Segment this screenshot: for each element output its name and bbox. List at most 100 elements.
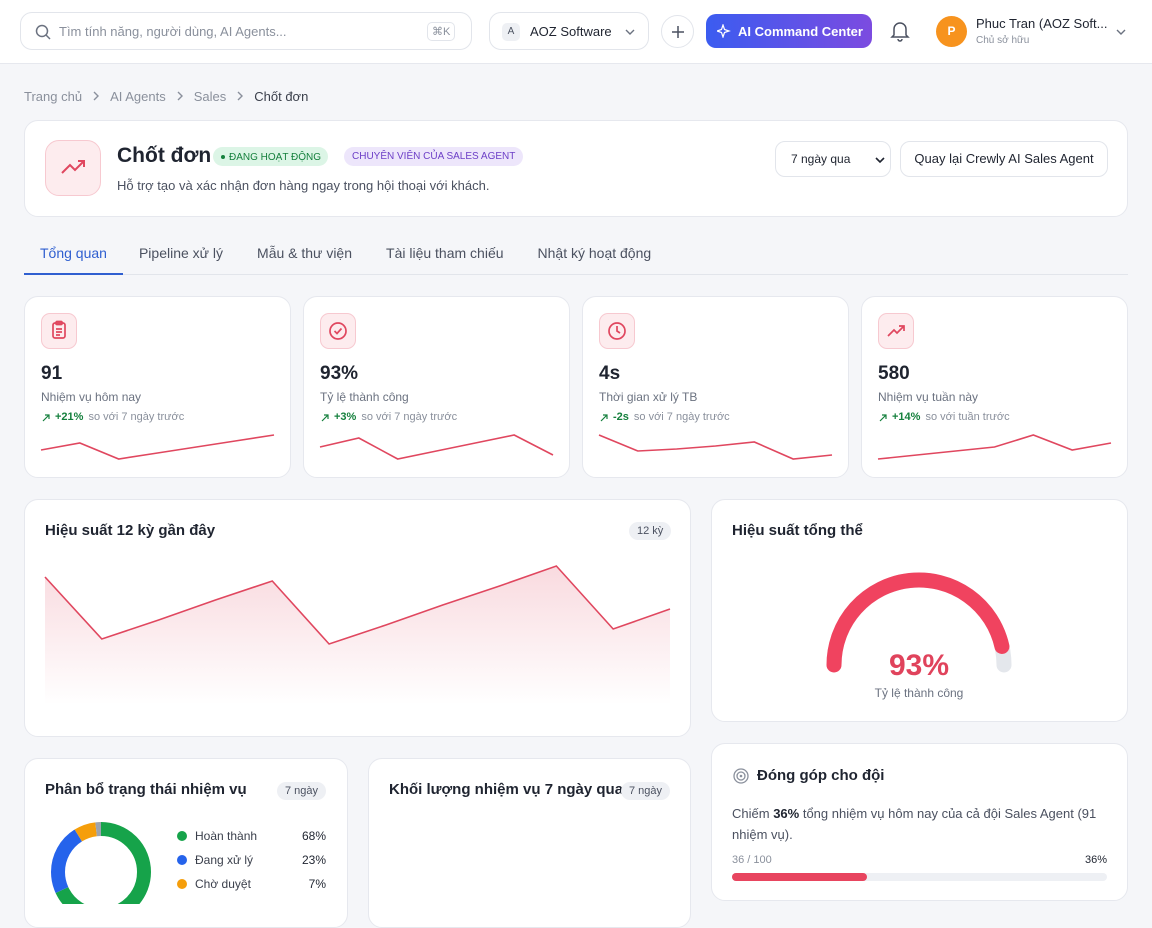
- shortcut: ⌘K: [427, 22, 456, 41]
- period-label: 7 ngày qua: [791, 152, 851, 166]
- breadcrumb: Trang chủ AI Agents Sales Chốt đơn: [24, 89, 308, 104]
- tab[interactable]: Nhật ký hoạt động: [537, 245, 652, 261]
- header-card: Chốt đơn ĐANG HOẠT ĐỘNG CHUYÊN VIÊN CỦA …: [24, 120, 1128, 217]
- breadcrumb-separator: [166, 89, 194, 103]
- chevron-right: [93, 91, 100, 101]
- card-title: Đóng góp cho đội: [757, 767, 885, 784]
- status-text: ĐANG HOẠT ĐỘNG: [229, 152, 322, 163]
- status-badge: ĐANG HOẠT ĐỘNG: [213, 147, 329, 166]
- command-label: AI Command Center: [738, 24, 863, 39]
- stat-card: 580 Nhiệm vụ tuần này +14% so với tuần trướ…: [861, 296, 1128, 478]
- card-title: Hiệu suất 12 kỳ gần đây: [45, 522, 216, 539]
- tabs: Tổng quan Pipeline xử lý Mẫu & thư viện Tài…: [24, 240, 669, 275]
- add-button[interactable]: [661, 15, 694, 48]
- user-name: Phuc Tran (AOZ Soft...: [976, 16, 1108, 31]
- org-initial: A: [502, 23, 520, 41]
- stat-card: 93% Tỷ lệ thành công +3% so với 7 ngày trướ…: [303, 296, 570, 478]
- stat-icon: [41, 313, 77, 349]
- period-select[interactable]: 7 ngày qua: [775, 141, 891, 177]
- volume-card: Khối lượng nhiệm vụ 7 ngày qua 7 ngày: [368, 758, 691, 928]
- stat-change-row: +21% so với 7 ngày trước: [41, 411, 184, 423]
- icon: [329, 322, 347, 340]
- tab-divider: [24, 274, 1128, 275]
- icon: [52, 320, 66, 339]
- command-button[interactable]: AI Command Center: [706, 14, 872, 48]
- tab[interactable]: Tài liệu tham chiếu: [386, 245, 504, 261]
- page: Tìm tính năng, người dùng, AI Agents... …: [0, 12, 1152, 928]
- card-title: Khối lượng nhiệm vụ 7 ngày qua: [389, 781, 624, 798]
- breadcrumb-item[interactable]: Trang chủ: [24, 89, 83, 104]
- stat-value: 93%: [320, 363, 359, 384]
- chevron: [875, 157, 885, 164]
- target-icon: [733, 768, 749, 784]
- stat-value: 580: [878, 363, 910, 384]
- page-description: Hỗ trợ tạo và xác nhận đơn hàng ngay tro…: [117, 178, 490, 193]
- back-button[interactable]: Quay lại Crewly AI Sales Agent: [900, 141, 1108, 177]
- card-badge: 12 kỳ: [629, 522, 672, 540]
- search-icon: [35, 24, 51, 40]
- role-badge: CHUYÊN VIÊN CỦA SALES AGENT: [344, 147, 524, 166]
- stat-value: 91: [41, 363, 63, 384]
- chevron: [625, 29, 635, 35]
- breadcrumb-separator: [82, 89, 110, 103]
- stat-change: +21%: [55, 411, 84, 423]
- trend-arrow: [600, 414, 608, 422]
- stat-label: Tỷ lệ thành công: [320, 390, 409, 404]
- progress-fill: [732, 873, 867, 881]
- contribution-card: Đóng góp cho đội Chiếm 36% tổng nhiệm vụ…: [711, 743, 1128, 901]
- text-part: Chiếm: [732, 806, 774, 821]
- breadcrumb-item: Chốt đơn: [254, 89, 309, 104]
- stat-comparison: so với 7 ngày trước: [633, 411, 730, 423]
- stat-change: +3%: [334, 411, 357, 423]
- progress-label: 36%: [1084, 854, 1107, 866]
- stat-comparison: so với tuần trước: [925, 411, 1010, 423]
- performance-card: Hiệu suất 12 kỳ gần đây 12 kỳ: [24, 499, 691, 737]
- stat-label: Nhiệm vụ tuần này: [878, 390, 979, 404]
- trend-arrow: [879, 414, 887, 422]
- icon: [608, 322, 626, 340]
- stat-icon: [599, 313, 635, 349]
- search-placeholder: Tìm tính năng, người dùng, AI Agents...: [59, 24, 287, 39]
- breadcrumb-item[interactable]: AI Agents: [110, 89, 166, 104]
- breadcrumb-separator: [226, 89, 254, 103]
- stat-card: 91 Nhiệm vụ hôm nay +21% so với 7 ngày trướ…: [24, 296, 291, 478]
- distribution-card: Phân bổ trạng thái nhiệm vụ 7 ngày: [24, 758, 348, 928]
- stat-change-row: -2s so với 7 ngày trước: [599, 411, 730, 423]
- breadcrumb-item[interactable]: Sales: [193, 89, 227, 104]
- progress-track: [732, 873, 1107, 881]
- stat-label: Nhiệm vụ hôm nay: [41, 390, 142, 404]
- tab[interactable]: Mẫu & thư viện: [257, 245, 353, 261]
- agent-icon: [45, 140, 101, 196]
- icon: [887, 325, 905, 337]
- avatar[interactable]: P: [936, 16, 967, 47]
- org-name: AOZ Software: [530, 24, 612, 39]
- stat-change-row: +14% so với tuần trước: [878, 411, 1010, 423]
- stat-icon: [878, 313, 914, 349]
- bell-icon[interactable]: [889, 20, 911, 42]
- stat-icon: [320, 313, 356, 349]
- page-title: Chốt đơn: [117, 144, 212, 167]
- org-selector[interactable]: A AOZ Software: [489, 12, 649, 50]
- trend-arrow: [321, 414, 329, 422]
- card-badge: 7 ngày: [277, 782, 327, 800]
- card-badge: 7 ngày: [621, 782, 671, 800]
- text-part: tổng nhiệm vụ hôm nay của cả đội Sales A…: [732, 806, 1100, 842]
- search-box[interactable]: Tìm tính năng, người dùng, AI Agents... …: [20, 12, 472, 50]
- status-dot: [221, 155, 225, 159]
- chevron: [1116, 29, 1126, 35]
- contribution-text: Chiếm 36% tổng nhiệm vụ hôm nay của cả đ…: [732, 803, 1107, 845]
- stat-change: -2s: [613, 411, 629, 423]
- tab[interactable]: Tổng quan: [24, 240, 123, 275]
- text-highlight: 36%: [773, 806, 800, 821]
- gauge-card: Hiệu suất tổng thể: [711, 499, 1128, 722]
- stat-comparison: so với 7 ngày trước: [361, 411, 458, 423]
- chevron-right: [237, 91, 244, 101]
- chevron-right: [177, 91, 183, 101]
- card-title: Phân bổ trạng thái nhiệm vụ: [45, 781, 247, 798]
- stat-change: +14%: [892, 411, 921, 423]
- trend-icon: [61, 160, 85, 174]
- tab[interactable]: Pipeline xử lý: [138, 245, 224, 261]
- progress-text: 36 / 100: [732, 854, 772, 866]
- stat-change-row: +3% so với 7 ngày trước: [320, 411, 457, 423]
- card-title: Hiệu suất tổng thể: [732, 522, 863, 539]
